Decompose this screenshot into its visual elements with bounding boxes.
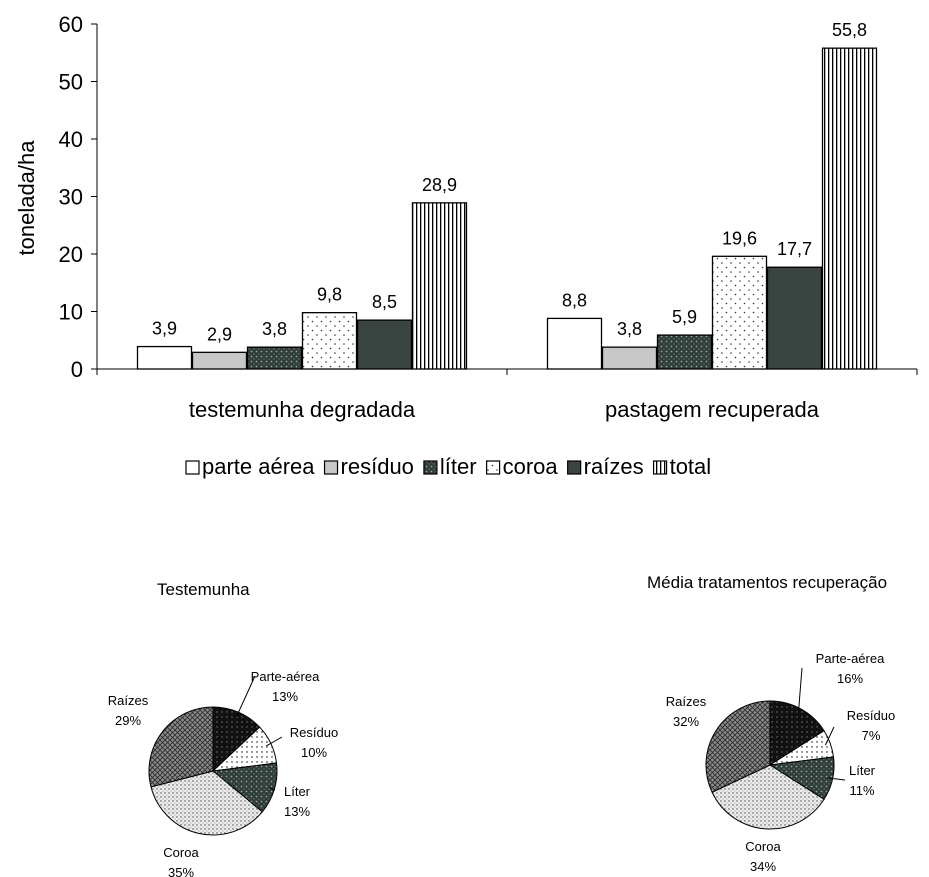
pie-slice-percent: 16% [837, 671, 863, 686]
legend-label: parte aérea [202, 454, 315, 479]
bar-value-label: 5,9 [672, 307, 697, 327]
legend-swatch [423, 460, 438, 475]
pie-slice-percent: 10% [301, 745, 327, 760]
legend-swatch [652, 460, 668, 475]
bar [821, 47, 878, 370]
legend-label: coroa [503, 454, 559, 479]
y-tick-label: 0 [71, 357, 83, 382]
pie-title: Média tratamentos recuperação [647, 573, 887, 592]
y-tick-label: 40 [59, 127, 83, 152]
bar [356, 319, 413, 370]
y-tick-label: 50 [59, 70, 83, 95]
pie-slice-name: Coroa [163, 845, 199, 860]
pie-slice-name: Resíduo [290, 725, 338, 740]
pie-chart-recuperacao: Média tratamentos recuperação Parte-aére… [647, 573, 895, 874]
pie-slice [148, 706, 214, 788]
pie-slice-percent: 7% [862, 728, 881, 743]
pie-leader-line [824, 726, 835, 746]
y-tick-label: 60 [59, 12, 83, 37]
y-tick-label: 20 [59, 242, 83, 267]
pie-slice-name: Parte-aérea [251, 669, 320, 684]
bar-value-label: 8,8 [562, 290, 587, 310]
bar-value-label: 55,8 [832, 20, 867, 40]
bar [656, 334, 713, 370]
pie-slice-name: Raízes [108, 693, 149, 708]
legend-swatch [486, 460, 501, 475]
bar-chart: 0 10 20 30 40 50 60 testemunha degradada pastag… [14, 12, 918, 479]
pie-leader-line [235, 675, 256, 718]
bar [601, 346, 658, 370]
bar [301, 311, 358, 370]
bar [191, 351, 248, 370]
pie-slice [711, 764, 825, 830]
bar-value-label: 28,9 [422, 175, 457, 195]
legend-swatch [323, 460, 339, 475]
pie-slice-percent: 32% [673, 714, 699, 729]
pie-slice-name: Líter [849, 763, 876, 778]
pie-slice-percent: 34% [750, 859, 776, 874]
pie-leader-line [797, 667, 803, 714]
bar-value-label: 8,5 [372, 292, 397, 312]
legend: parte aérea resíduo líter coroa raízes total [185, 454, 712, 479]
pie-slice-percent: 35% [168, 865, 194, 877]
pie-slice-name: Líter [284, 784, 311, 799]
pie-slice [150, 770, 264, 836]
legend-swatch [185, 460, 200, 475]
legend-label: total [670, 454, 712, 479]
pie-slice [705, 700, 771, 793]
pie-slice-percent: 29% [115, 713, 141, 728]
pie-slice-name: Coroa [745, 839, 781, 854]
bar-value-label: 19,6 [722, 228, 757, 248]
legend-swatch [567, 460, 582, 475]
bar [136, 345, 193, 370]
bar [711, 255, 768, 370]
bar [766, 266, 823, 370]
bar-value-label: 2,9 [207, 324, 232, 344]
y-axis-label: tonelada/ha [14, 140, 39, 256]
pie-slice-percent: 13% [272, 689, 298, 704]
bar-series-group: 3,9 2,9 3,8 9,8 8,5 28,9 8,8 3,8 5,9 19,6 17,7 55,8 [136, 20, 878, 370]
pie-leader-line [266, 736, 283, 747]
y-tick-label: 10 [59, 300, 83, 325]
bar-value-label: 3,9 [152, 319, 177, 339]
x-category-label: pastagem recuperada [605, 397, 820, 422]
pie-leader-line [827, 777, 846, 781]
bar [411, 202, 468, 370]
y-tick-label: 30 [59, 185, 83, 210]
legend-label: líter [440, 454, 477, 479]
pie-slice [769, 700, 825, 766]
pie-slice-percent: 11% [849, 783, 874, 798]
bar-value-label: 9,8 [317, 285, 342, 305]
pie-slice-name: Parte-aérea [816, 651, 885, 666]
y-axis: 0 10 20 30 40 50 60 [59, 12, 98, 382]
x-category-label: testemunha degradada [189, 397, 416, 422]
pie-slice-name: Raízes [666, 694, 707, 709]
legend-label: resíduo [341, 454, 414, 479]
pie-chart-testemunha: Testemunha Parte-aérea 13% Resíduo 10% Líter… [108, 580, 338, 877]
pie-leader-line [269, 786, 276, 791]
pie-slice-percent: 13% [284, 804, 310, 819]
bar-value-label: 3,8 [617, 319, 642, 339]
pie-slice-name: Resíduo [847, 708, 895, 723]
x-axis: testemunha degradada pastagem recuperada [96, 368, 918, 422]
pie-title: Testemunha [157, 580, 250, 599]
legend-label: raízes [584, 454, 644, 479]
bar [546, 317, 603, 370]
bar-value-label: 17,7 [777, 239, 812, 259]
bar-value-label: 3,8 [262, 319, 287, 339]
bar [246, 346, 303, 370]
